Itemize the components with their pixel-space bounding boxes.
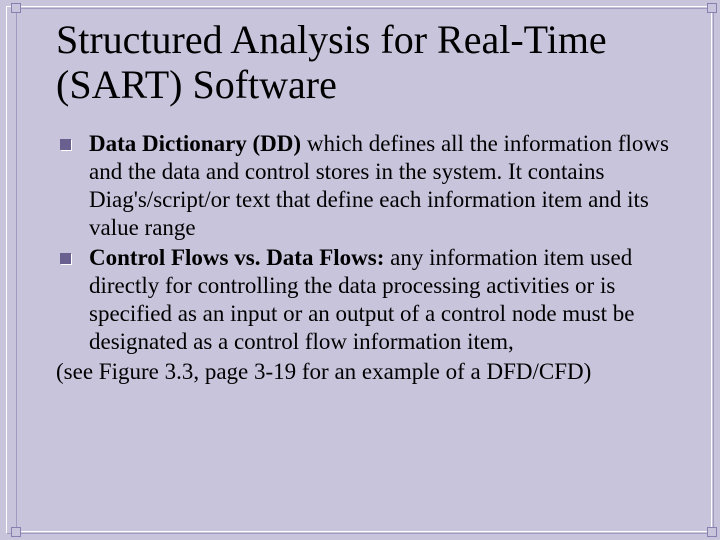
corner-decoration <box>11 527 21 537</box>
closing-note: (see Figure 3.3, page 3-19 for an exampl… <box>56 358 680 386</box>
corner-decoration <box>707 3 717 13</box>
slide-body: Data Dictionary (DD) which defines all t… <box>56 130 680 386</box>
slide-title: Structured Analysis for Real-Time (SART)… <box>56 18 680 108</box>
list-item-bold: Data Dictionary (DD) <box>89 131 301 156</box>
corner-decoration <box>11 3 21 13</box>
list-item-text: Data Dictionary (DD) which defines all t… <box>89 130 680 242</box>
bullet-icon <box>60 253 71 264</box>
list-item-bold: Control Flows vs. Data Flows: <box>89 245 384 270</box>
slide-content: Structured Analysis for Real-Time (SART)… <box>56 18 680 386</box>
list-item: Data Dictionary (DD) which defines all t… <box>56 130 680 242</box>
corner-decoration <box>707 527 717 537</box>
bullet-icon <box>60 139 71 150</box>
list-item-text: Control Flows vs. Data Flows: any inform… <box>89 244 680 356</box>
list-item: Control Flows vs. Data Flows: any inform… <box>56 244 680 356</box>
